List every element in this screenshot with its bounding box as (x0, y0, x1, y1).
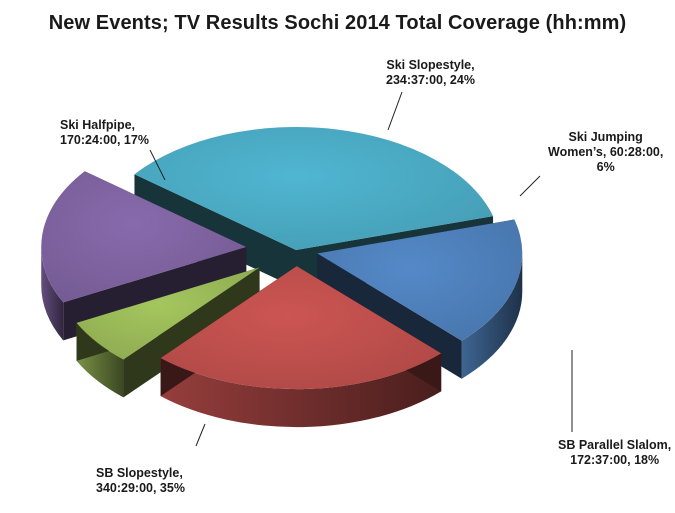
data-label-line: 340:29:00, 35% (96, 481, 185, 495)
data-label-line: Ski Slopestyle, (386, 58, 475, 72)
slice-top (160, 266, 442, 390)
slice-top (134, 126, 494, 250)
leader-line-ski-slopestyle (387, 91, 403, 131)
data-label-line: 172:37:00, 18% (570, 453, 660, 467)
slice-top (41, 171, 247, 303)
slice-cut-face (134, 174, 296, 288)
data-label-line: Women’s, 60:28:00, (548, 145, 664, 159)
slice-side (41, 246, 64, 341)
data-label-sb-parallel-slalom: SB Parallel Slalom, 172:37:00, 18% (558, 438, 671, 468)
slice-ski-jumping-womens (76, 267, 260, 398)
data-label-line: SB Parallel Slalom, (558, 438, 672, 452)
data-label-line: 6% (596, 160, 615, 174)
data-label-line: 170:24:00, 17% (60, 133, 149, 147)
data-label-line: Ski Jumping (568, 130, 643, 144)
slice-side (160, 353, 442, 428)
data-label-ski-halfpipe: Ski Halfpipe, 170:24:00, 17% (60, 118, 149, 148)
slice-top (317, 219, 523, 341)
data-label-ski-slopestyle: Ski Slopestyle, 234:37:00, 24% (386, 58, 475, 88)
slice-side (461, 253, 523, 379)
chart-title: New Events; TV Results Sochi 2014 Total … (48, 12, 627, 34)
leader-line-ski-jumping-womens (519, 175, 541, 197)
data-label-line: Ski Halfpipe, (60, 118, 136, 132)
leader-line-ski-halfpipe (149, 149, 166, 181)
data-label-sb-slopestyle: SB Slopestyle, 340:29:00, 35% (96, 466, 185, 496)
slice-ski-slopestyle (160, 266, 442, 428)
slice-top (76, 267, 260, 360)
leader-line-sb-slopestyle (195, 423, 206, 447)
data-label-line: 234:37:00, 24% (386, 73, 475, 87)
data-label-ski-jumping-womens: Ski Jumping Women’s, 60:28:00, 6% (548, 130, 663, 175)
data-label-line: SB Slopestyle, (96, 466, 183, 480)
